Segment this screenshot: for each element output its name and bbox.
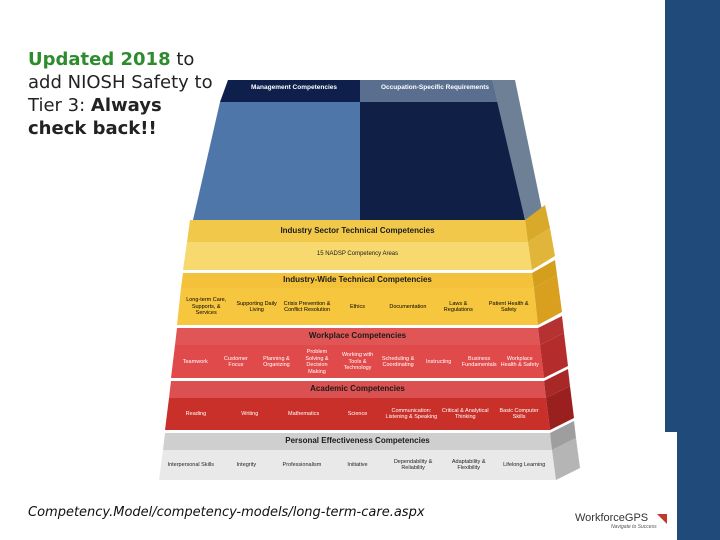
tier1-cell: Professionalism	[282, 461, 322, 468]
tier4: Industry-Wide Technical Competencies Lon…	[181, 275, 534, 327]
tier9-side	[492, 80, 542, 220]
tier2-cell: Reading	[185, 410, 207, 417]
tier3-cells: Teamwork Customer Focus Planning & Organ…	[175, 346, 540, 378]
tier4-cell: Crisis Prevention & Conflict Resolution	[283, 300, 331, 314]
tier5: Industry Sector Technical Competencies 1…	[187, 225, 528, 270]
tier4-cell: Laws & Regulations	[443, 300, 473, 314]
tier9-right-body	[360, 102, 525, 220]
tier1: Personal Effectiveness Competencies Inte…	[163, 435, 552, 481]
headline-emphasis: Always check back!!	[28, 95, 162, 139]
tier5-header: Industry Sector Technical Competencies	[280, 226, 435, 235]
tier3-cell: Instructing	[425, 358, 452, 365]
tier2-cell: Mathematics	[288, 410, 320, 417]
tier3-cell: Working with Tools & Technology	[341, 352, 374, 372]
tier1-cell: Dependability & Reliability	[393, 458, 433, 472]
tier4-cell: Supporting Daily Living	[236, 300, 277, 314]
tier2-cell: Writing	[241, 410, 259, 417]
tier3-cell: Business Fundamentals	[461, 355, 497, 369]
tier3-cell: Scheduling & Coordinating	[381, 355, 415, 369]
tier9-right: Occupation-Specific Requirements	[380, 82, 490, 102]
tier5-subtitle: 15 NADSP Competency Areas	[316, 251, 399, 257]
tier2-cell: Communication: Listening & Speaking	[385, 407, 438, 421]
tier3-cell: Problem Solving & Decision Making	[305, 349, 329, 375]
tier1-cell: Lifelong Learning	[503, 461, 546, 468]
pyramid-shapes	[159, 80, 580, 480]
tier1-cell: Initiative	[347, 461, 368, 468]
headline-middle: to add NIOSH Safety to Tier 3:	[28, 49, 213, 116]
tier2: Academic Competencies Reading Writing Ma…	[169, 383, 546, 431]
sidebar-notch	[665, 432, 677, 540]
tier4-cells: Long-term Care, Supports, & Services Sup…	[181, 289, 534, 325]
tier3-cell: Teamwork	[182, 358, 208, 365]
tier3-cell: Customer Focus	[223, 355, 248, 369]
tier4-cell: Patient Health & Safety	[488, 300, 529, 314]
tier9-left-header	[220, 80, 360, 102]
tier1-cells: Interpersonal Skills Integrity Professio…	[163, 451, 552, 479]
tier3: Workplace Competencies Teamwork Customer…	[175, 330, 540, 380]
tier9-right-header	[360, 80, 500, 102]
management-competencies-label: Management Competencies	[251, 84, 337, 91]
tier3-cell: Workplace Health & Safety	[500, 355, 539, 369]
tier1-cell: Interpersonal Skills	[167, 461, 215, 468]
workforcegps-logo: WorkforceGPS Navigate to Success	[575, 512, 670, 540]
tier4-cell: Ethics	[349, 303, 365, 310]
headline-highlight: Updated 2018	[28, 49, 171, 70]
tier1-header: Personal Effectiveness Competencies	[285, 436, 430, 445]
slide-headline: Updated 2018 to add NIOSH Safety to Tier…	[28, 48, 218, 140]
occupation-specific-label: Occupation-Specific Requirements	[381, 84, 489, 91]
logo-tagline: Navigate to Success	[611, 524, 657, 530]
tier3-header: Workplace Competencies	[308, 331, 407, 340]
tier4-cell: Long-term Care, Supports, & Services	[186, 297, 227, 317]
tier4-header: Industry-Wide Technical Competencies	[283, 275, 432, 284]
tier4-cell: Documentation	[389, 303, 427, 310]
tier9-left: Management Competencies	[228, 82, 360, 102]
tier2-cells: Reading Writing Mathematics Science Comm…	[169, 399, 546, 429]
tier2-cell: Critical & Analytical Thinking	[441, 407, 489, 421]
tier3-cell: Planning & Organizing	[263, 355, 290, 369]
logo-wordmark: WorkforceGPS	[575, 512, 649, 524]
source-url: Competency.Model/competency-models/long-…	[28, 505, 425, 520]
tier1-cell: Adaptability & Flexibility	[451, 458, 486, 472]
logo-mark-icon	[657, 514, 667, 524]
tier1-cell: Integrity	[236, 461, 257, 468]
tier2-cell: Basic Computer Skills	[499, 407, 539, 421]
tier9-left-body	[193, 102, 360, 220]
tier2-cell: Science	[347, 410, 368, 417]
competency-pyramid: Management Competencies Occupation-Speci…	[120, 70, 655, 485]
tier2-header: Academic Competencies	[310, 384, 405, 393]
